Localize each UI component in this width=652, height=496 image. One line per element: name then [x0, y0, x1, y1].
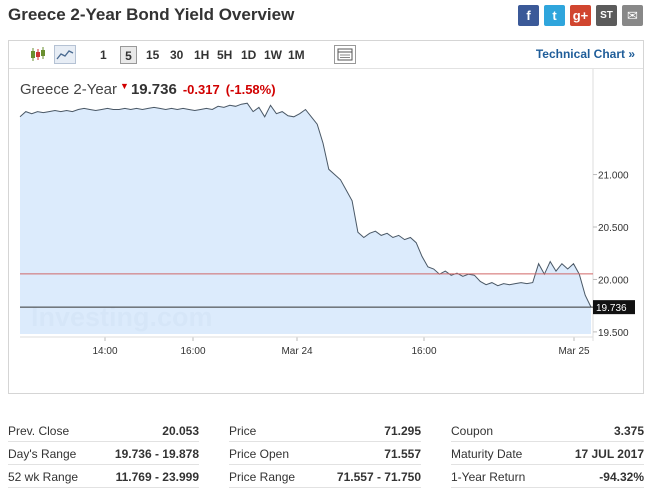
- timeframe-1[interactable]: 1: [100, 48, 107, 62]
- stat-prev-close: Prev. Close 20.053: [8, 420, 199, 442]
- stat-maturity-date: Maturity Date 17 JUL 2017: [451, 443, 644, 465]
- price-change: -0.317: [182, 82, 220, 97]
- stat-label: Day's Range: [8, 447, 77, 461]
- timeframe-5h[interactable]: 5H: [217, 48, 233, 62]
- timeframe-1m[interactable]: 1M: [288, 48, 305, 62]
- stat-label: Price: [229, 424, 257, 438]
- instrument-name: Greece 2-Year: [20, 81, 118, 98]
- stat-price-range: Price Range 71.557 - 71.750: [229, 466, 421, 488]
- timeframe-1w[interactable]: 1W: [264, 48, 282, 62]
- stat-1yr-return: 1-Year Return -94.32%: [451, 466, 644, 488]
- stat-value: 17 JUL 2017: [574, 447, 644, 461]
- x-tick-label: Mar 25: [558, 346, 590, 357]
- table-view-icon[interactable]: [334, 45, 356, 64]
- timeframe-5[interactable]: 5: [120, 46, 137, 64]
- quote-header: Greece 2-Year ▼ 19.736 -0.317 (-1.58%): [20, 81, 276, 98]
- stat-52wk-range: 52 wk Range 11.769 - 23.999: [8, 466, 199, 488]
- stat-label: 52 wk Range: [8, 470, 79, 484]
- price-line: [19, 102, 592, 308]
- google-plus-icon[interactable]: g+: [570, 5, 591, 26]
- y-tick-label: 20.500: [598, 223, 629, 234]
- technical-chart-link[interactable]: Technical Chart »: [535, 47, 635, 61]
- stat-value: 20.053: [162, 424, 199, 438]
- price-change-percent: (-1.58%): [225, 82, 276, 97]
- stat-label: Price Range: [229, 470, 296, 484]
- y-tick-label: 20.000: [598, 275, 629, 286]
- stat-price-open: Price Open 71.557: [229, 443, 421, 465]
- y-tick-label: 21.000: [598, 171, 629, 182]
- email-icon[interactable]: ✉: [622, 5, 643, 26]
- stat-value: 19.736 - 19.878: [114, 447, 199, 461]
- stat-label: Coupon: [451, 424, 494, 438]
- share-bar: f t g+ ST ✉: [513, 5, 643, 26]
- stat-label: Maturity Date: [451, 447, 523, 461]
- last-price-label: 19.736: [596, 303, 627, 314]
- stat-value: -94.32%: [599, 470, 644, 484]
- chart-toolbar: 1 5 15 30 1H 5H 1D 1W 1M Technical Chart…: [9, 41, 643, 69]
- chart-panel: 1 5 15 30 1H 5H 1D 1W 1M Technical Chart…: [8, 40, 644, 394]
- timeframe-15[interactable]: 15: [146, 48, 160, 62]
- stat-value: 71.557 - 71.750: [336, 470, 421, 484]
- facebook-icon[interactable]: f: [518, 5, 539, 26]
- last-price-box: [593, 300, 635, 315]
- stat-days-range: Day's Range 19.736 - 19.878: [8, 443, 199, 465]
- x-tick-label: 16:00: [411, 346, 436, 357]
- stat-value: 11.769 - 23.999: [115, 470, 199, 484]
- timeframe-1h[interactable]: 1H: [194, 48, 210, 62]
- page-title: Greece 2-Year Bond Yield Overview: [8, 5, 295, 24]
- stat-label: Prev. Close: [8, 424, 70, 438]
- stat-price: Price 71.295: [229, 420, 421, 442]
- timeframe-30[interactable]: 30: [170, 48, 184, 62]
- stat-label: Price Open: [229, 447, 290, 461]
- stat-label: 1-Year Return: [451, 470, 526, 484]
- x-tick-label: 14:00: [92, 346, 117, 357]
- timeframe-1d[interactable]: 1D: [241, 48, 257, 62]
- stocktwits-icon[interactable]: ST: [596, 5, 617, 26]
- y-tick-label: 19.500: [598, 328, 629, 339]
- candlestick-chart-icon[interactable]: [27, 45, 49, 64]
- price-area: [20, 103, 591, 334]
- x-tick-label: Mar 24: [281, 346, 313, 357]
- stat-coupon: Coupon 3.375: [451, 420, 644, 442]
- down-arrow-icon: ▼: [120, 81, 129, 91]
- stat-value: 71.557: [384, 447, 421, 461]
- x-tick-label: 16:00: [180, 346, 205, 357]
- last-price: 19.736: [130, 81, 177, 98]
- area-chart-icon[interactable]: [54, 45, 76, 64]
- stat-value: 3.375: [613, 424, 644, 438]
- stat-value: 71.295: [384, 424, 421, 438]
- price-chart: Investing.com19.73621.00020.50020.00019.…: [19, 69, 635, 357]
- twitter-icon[interactable]: t: [544, 5, 565, 26]
